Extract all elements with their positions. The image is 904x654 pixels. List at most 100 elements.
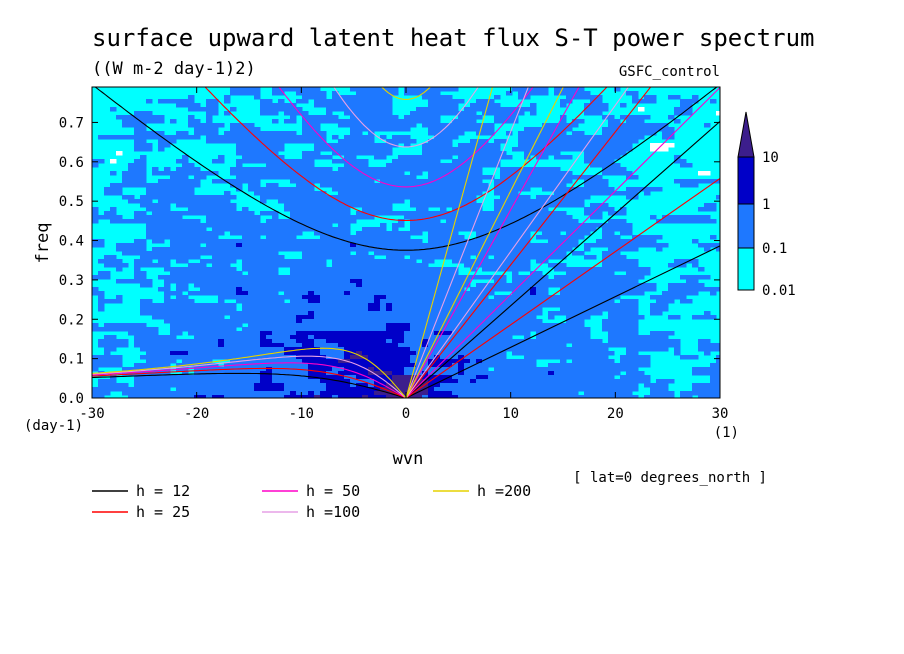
spectrum-cell xyxy=(446,343,453,348)
spectrum-cell xyxy=(410,255,417,260)
spectrum-cell xyxy=(386,263,393,268)
spectrum-cell xyxy=(368,331,375,336)
spectrum-cell xyxy=(350,271,357,276)
spectrum-cell xyxy=(200,343,207,348)
spectrum-cell xyxy=(536,211,543,216)
spectrum-cell xyxy=(572,123,579,128)
spectrum-cell xyxy=(320,331,327,336)
spectrum-cell xyxy=(122,391,129,396)
spectrum-cell xyxy=(260,279,267,284)
spectrum-cell xyxy=(146,227,153,232)
spectrum-cell xyxy=(386,395,393,398)
spectrum-cell xyxy=(128,367,135,372)
spectrum-cell xyxy=(344,231,351,236)
spectrum-cell xyxy=(332,379,339,384)
spectrum-cell xyxy=(542,203,549,208)
spectrum-cell xyxy=(470,195,477,200)
spectrum-cell xyxy=(404,91,411,96)
spectrum-cell xyxy=(440,367,447,372)
spectrum-cell xyxy=(434,243,441,248)
spectrum-cell xyxy=(188,95,195,100)
spectrum-cell xyxy=(398,355,405,360)
spectrum-cell xyxy=(368,255,375,260)
spectrum-cell xyxy=(326,383,333,388)
spectrum-cell xyxy=(512,115,519,120)
spectrum-cell xyxy=(266,343,273,348)
spectrum-cell xyxy=(260,283,267,288)
spectrum-cell xyxy=(254,319,261,324)
spectrum-cell xyxy=(236,91,243,96)
spectrum-cell xyxy=(578,287,585,292)
spectrum-cell xyxy=(248,299,255,304)
spectrum-cell xyxy=(458,175,465,180)
spectrum-cell xyxy=(254,191,261,196)
spectrum-cell xyxy=(272,359,279,364)
spectrum-cell xyxy=(248,263,255,268)
spectrum-cell xyxy=(446,111,453,116)
spectrum-cell xyxy=(164,255,171,260)
spectrum-cell xyxy=(272,259,279,264)
spectrum-cell xyxy=(452,303,459,308)
spectrum-cell xyxy=(254,179,261,184)
spectrum-cell xyxy=(224,271,231,276)
spectrum-cell xyxy=(488,143,495,148)
spectrum-cell xyxy=(278,375,285,380)
spectrum-cell xyxy=(158,379,165,384)
spectrum-cell xyxy=(404,279,411,284)
spectrum-cell xyxy=(482,211,489,216)
spectrum-cell xyxy=(332,267,339,272)
spectrum-cell xyxy=(254,367,261,372)
spectrum-cell xyxy=(470,335,477,340)
spectrum-cell xyxy=(260,323,267,328)
spectrum-cell xyxy=(302,179,309,184)
chart-title: surface upward latent heat flux S-T powe… xyxy=(92,24,814,52)
spectrum-cell xyxy=(320,395,327,398)
spectrum-cell xyxy=(284,159,291,164)
spectrum-cell xyxy=(230,383,237,388)
spectrum-cell xyxy=(260,135,267,140)
spectrum-cell xyxy=(566,371,573,376)
spectrum-cell xyxy=(104,263,111,268)
spectrum-cell xyxy=(332,259,339,264)
spectrum-cell xyxy=(332,151,339,156)
spectrum-cell xyxy=(188,267,195,272)
spectrum-cell xyxy=(266,283,273,288)
spectrum-cell xyxy=(320,95,327,100)
spectrum-cell xyxy=(398,343,405,348)
spectrum-cell xyxy=(560,335,567,340)
spectrum-cell xyxy=(326,307,333,312)
spectrum-cell xyxy=(272,111,279,116)
spectrum-cell xyxy=(476,175,483,180)
spectrum-cell xyxy=(476,223,483,228)
spectrum-cell xyxy=(194,131,201,136)
spectrum-cell xyxy=(278,387,285,392)
spectrum-cell xyxy=(326,195,333,200)
spectrum-cell xyxy=(410,175,417,180)
spectrum-cell xyxy=(320,167,327,172)
spectrum-cell xyxy=(524,323,531,328)
spectrum-cell xyxy=(320,139,327,144)
spectrum-cell xyxy=(548,203,555,208)
spectrum-cell xyxy=(572,135,579,140)
spectrum-cell xyxy=(362,163,369,168)
spectrum-cell xyxy=(404,307,411,312)
spectrum-cell xyxy=(230,395,237,398)
spectrum-cell xyxy=(380,235,387,240)
spectrum-cell xyxy=(440,299,447,304)
spectrum-cell xyxy=(440,251,447,256)
spectrum-cell xyxy=(386,167,393,172)
spectrum-cell xyxy=(290,303,297,308)
spectrum-cell xyxy=(368,335,375,340)
spectrum-cell xyxy=(248,275,255,280)
spectrum-cell xyxy=(422,203,429,208)
spectrum-cell xyxy=(584,371,591,376)
spectrum-cell xyxy=(578,307,585,312)
spectrum-cell xyxy=(176,239,183,244)
spectrum-cell xyxy=(392,211,399,216)
spectrum-cell xyxy=(410,323,417,328)
spectrum-cell xyxy=(314,199,321,204)
spectrum-cell xyxy=(278,159,285,164)
spectrum-cell xyxy=(350,359,357,364)
spectrum-cell xyxy=(344,363,351,368)
spectrum-cell xyxy=(182,351,189,356)
